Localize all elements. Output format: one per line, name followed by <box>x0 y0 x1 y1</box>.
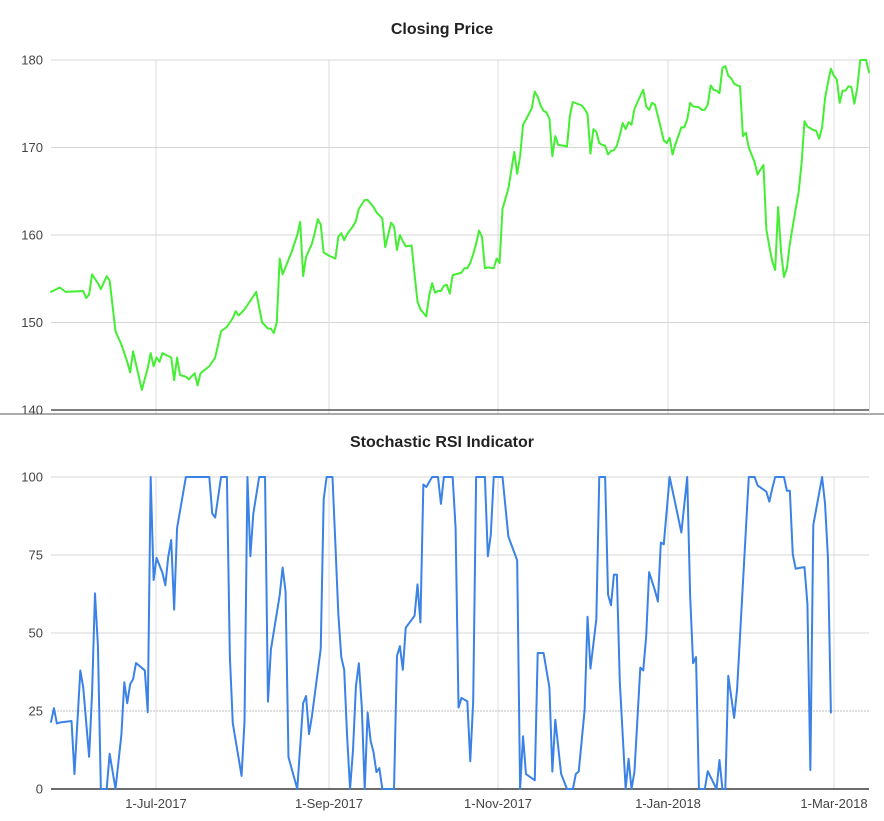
closing-price-title: Closing Price <box>391 21 493 38</box>
closing-price-ytick-label: 160 <box>21 228 43 243</box>
closing-price-series-line <box>50 59 870 391</box>
stochastic-rsi-xtick-label: 1-Jul-2017 <box>125 796 186 811</box>
stochastic-rsi-ytick-label: 25 <box>29 704 43 719</box>
stochastic-rsi-xtick-label: 1-Jan-2018 <box>635 796 701 811</box>
stochastic-rsi-xtick-label: 1-Mar-2018 <box>800 796 867 811</box>
stochastic-rsi-xtick-label: 1-Sep-2017 <box>295 796 363 811</box>
stochastic-rsi-chart: Stochastic RSI Indicator 0 25 50 75 100 1-Jul-… <box>21 434 869 811</box>
closing-price-ytick-label: 150 <box>21 315 43 330</box>
stochastic-rsi-ytick-label: 0 <box>36 782 43 797</box>
stochastic-rsi-title: Stochastic RSI Indicator <box>350 434 534 451</box>
closing-price-chart: Closing Price 140 150 160 170 180 <box>0 21 884 416</box>
stochastic-rsi-ytick-label: 75 <box>29 548 43 563</box>
stochastic-rsi-xtick-label: 1-Nov-2017 <box>464 796 532 811</box>
closing-price-ytick-label: 170 <box>21 140 43 155</box>
closing-price-ytick-label: 140 <box>21 403 43 416</box>
stochastic-rsi-ytick-label: 50 <box>29 626 43 641</box>
stochastic-rsi-series-line <box>50 476 832 790</box>
closing-price-ytick-label: 180 <box>21 53 43 68</box>
stochastic-rsi-ytick-label: 100 <box>21 470 43 485</box>
